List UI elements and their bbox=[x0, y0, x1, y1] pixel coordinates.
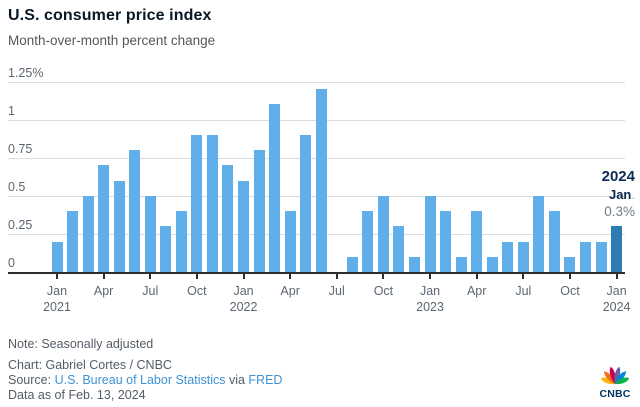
x-tick-year-label: 2024 bbox=[602, 300, 631, 314]
bar-sep-2023 bbox=[548, 211, 560, 272]
bar-apr-2022 bbox=[284, 211, 296, 272]
y-tick-label-0.25: 0.25 bbox=[8, 217, 33, 232]
bar-jul-2023 bbox=[517, 241, 529, 272]
x-tick-label: Jan bbox=[606, 284, 627, 298]
bar-feb-2021 bbox=[67, 211, 79, 272]
footer-data-as-of: Data as of Feb. 13, 2024 bbox=[8, 388, 146, 402]
x-tick-Jul-30 bbox=[522, 274, 525, 279]
x-tick-Oct-33 bbox=[568, 274, 571, 279]
cnbc-wordmark: CNBC bbox=[599, 388, 630, 400]
bar-may-2023 bbox=[486, 256, 498, 272]
bar-oct-2021 bbox=[191, 134, 203, 272]
bar-mar-2021 bbox=[82, 195, 94, 272]
y-tick-label-0.75: 0.75 bbox=[8, 141, 33, 156]
x-tick-Jan-2024 bbox=[615, 274, 618, 279]
bar-feb-2022 bbox=[253, 150, 265, 272]
x-tick-label: Oct bbox=[373, 284, 394, 298]
x-tick-label: Jan bbox=[233, 284, 254, 298]
source-prefix: Source: bbox=[8, 373, 55, 387]
x-tick-Jul-18 bbox=[335, 274, 338, 279]
callout-year: 2024 bbox=[601, 168, 635, 185]
bar-jan-2022 bbox=[238, 180, 250, 272]
cnbc-logo: CNBC bbox=[599, 366, 631, 400]
x-tick-label: Jul bbox=[515, 284, 532, 298]
x-tick-year-label: 2022 bbox=[229, 300, 258, 314]
bar-jun-2022 bbox=[315, 89, 327, 272]
bar-sep-2021 bbox=[175, 211, 187, 272]
bar-nov-2022 bbox=[393, 226, 405, 272]
bar-jul-2021 bbox=[144, 195, 156, 272]
bar-sep-2022 bbox=[362, 211, 374, 272]
callout-month: Jan. bbox=[608, 187, 635, 202]
x-tick-Jan-2023 bbox=[429, 274, 432, 279]
bar-dec-2021 bbox=[222, 165, 234, 272]
bar-jun-2023 bbox=[502, 241, 514, 272]
x-tick-label: Jul bbox=[328, 284, 345, 298]
x-tick-Jul-6 bbox=[149, 274, 152, 279]
bar-may-2021 bbox=[113, 180, 125, 272]
callout-value: 0.3% bbox=[604, 204, 635, 219]
bar-aug-2021 bbox=[160, 226, 172, 272]
bar-apr-2021 bbox=[98, 165, 110, 272]
bar-feb-2023 bbox=[440, 211, 452, 272]
x-tick-Apr-15 bbox=[289, 274, 292, 279]
bar-nov-2023 bbox=[580, 241, 591, 272]
bar-jan-2021 bbox=[51, 241, 63, 272]
x-tick-year-label: 2023 bbox=[416, 300, 444, 314]
bar-jan-2023 bbox=[424, 195, 436, 272]
x-tick-label: Jan bbox=[46, 284, 68, 298]
x-tick-label: Apr bbox=[93, 284, 114, 298]
x-tick-Oct-9 bbox=[195, 274, 198, 279]
x-tick-label: Jan bbox=[419, 284, 441, 298]
x-tick-label: Oct bbox=[187, 284, 207, 298]
x-tick-Oct-21 bbox=[382, 274, 385, 279]
bar-oct-2023 bbox=[564, 256, 576, 272]
y-tick-label-0.5: 0.5 bbox=[8, 179, 26, 194]
bar-nov-2021 bbox=[206, 134, 218, 272]
bar-mar-2023 bbox=[455, 256, 467, 272]
page-subtitle: Month-over-month percent change bbox=[8, 33, 216, 48]
x-axis-line bbox=[8, 272, 625, 274]
source-link-fred[interactable]: FRED bbox=[248, 373, 283, 387]
y-tick-label-0: 0 bbox=[8, 256, 15, 270]
x-tick-year-label: 2021 bbox=[43, 300, 71, 314]
bar-aug-2023 bbox=[533, 195, 545, 272]
footer-source: Source: U.S. Bureau of Labor Statistics … bbox=[8, 373, 282, 388]
bar-may-2022 bbox=[300, 134, 312, 272]
bar-jan-2024 bbox=[611, 226, 623, 272]
x-tick-Jan-2021 bbox=[56, 274, 58, 279]
y-tick-label-1.25: 1.25% bbox=[8, 65, 44, 80]
bar-jun-2021 bbox=[129, 150, 141, 272]
plot-area: 1.25% 1 0.75 0.5 0.25 0 Jan 2021 Apr Jul Oct Jan 202… bbox=[8, 65, 631, 314]
x-tick-label: Jul bbox=[142, 284, 159, 298]
source-mid: via bbox=[225, 373, 249, 387]
y-tick-label-1: 1 bbox=[8, 103, 15, 118]
x-tick-label: Apr bbox=[466, 284, 487, 298]
x-tick-label: Apr bbox=[280, 284, 300, 298]
x-tick-label: Oct bbox=[560, 284, 580, 298]
callout-dot: . bbox=[631, 187, 635, 202]
gridline-1.25 bbox=[8, 81, 625, 83]
bar-dec-2023 bbox=[595, 241, 607, 272]
page-title: U.S. consumer price index bbox=[8, 7, 212, 24]
x-tick-Apr-27 bbox=[475, 274, 478, 279]
peacock-icon bbox=[600, 366, 630, 385]
source-link-bls[interactable]: U.S. Bureau of Labor Statistics bbox=[54, 373, 226, 387]
footer-note: Note: Seasonally adjusted bbox=[8, 337, 154, 351]
footer-credit: Chart: Gabriel Cortes / CNBC bbox=[8, 358, 172, 372]
bar-apr-2023 bbox=[471, 211, 483, 272]
bar-mar-2022 bbox=[269, 104, 281, 272]
x-tick-Apr-3 bbox=[102, 274, 105, 279]
bar-aug-2022 bbox=[346, 256, 358, 272]
latest-value-callout: 2024 Jan. 0.3% bbox=[602, 167, 635, 221]
bar-dec-2022 bbox=[409, 256, 421, 272]
bar-oct-2022 bbox=[377, 195, 389, 272]
x-tick-Jan-2022 bbox=[242, 274, 245, 279]
